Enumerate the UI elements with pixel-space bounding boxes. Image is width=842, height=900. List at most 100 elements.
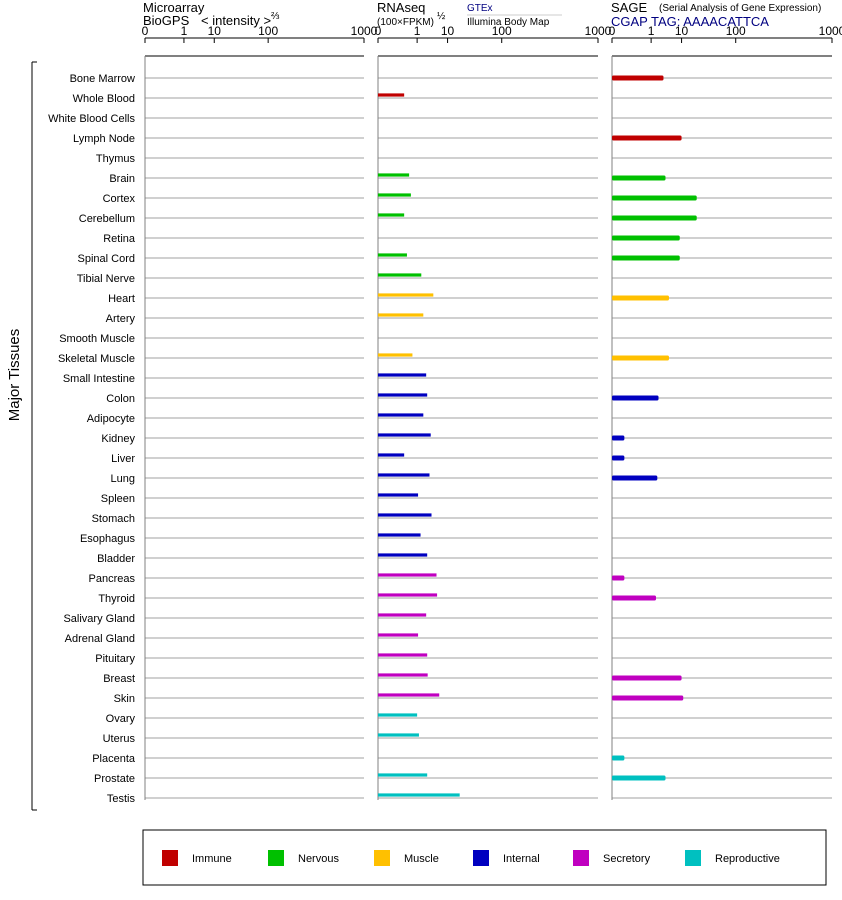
- bar-sage-pancreas: [612, 575, 625, 581]
- gtex-link[interactable]: GTEx: [467, 3, 493, 14]
- bar-rnaseq-skin: [378, 693, 440, 697]
- bar-rnaseq-adipocyte: [378, 413, 424, 417]
- bar-rnaseq-cerebellum: [378, 213, 405, 217]
- x-tick-label: 1: [648, 24, 655, 38]
- tissue-label: Spinal Cord: [78, 253, 135, 265]
- microarray-intensity-label: < intensity >: [201, 13, 271, 28]
- bar-sage-skeletal-muscle: [612, 355, 669, 361]
- tissue-label: Small Intestine: [63, 373, 135, 385]
- bar-rnaseq-stomach: [378, 513, 432, 517]
- bar-sage-retina: [612, 235, 680, 241]
- tissue-label: Liver: [111, 453, 135, 465]
- legend-label-nervous: Nervous: [298, 853, 339, 865]
- tissue-label: Spleen: [101, 493, 135, 505]
- tissue-label: Adrenal Gland: [65, 633, 135, 645]
- legend-swatch-reproductive: [685, 850, 701, 866]
- tissue-label: Kidney: [101, 433, 135, 445]
- tissue-label: Bladder: [97, 553, 135, 565]
- rnaseq-unit-label: (100×FPKM): [377, 17, 434, 28]
- tissue-label: Esophagus: [80, 533, 136, 545]
- bar-rnaseq-uterus: [378, 733, 419, 737]
- legend-label-internal: Internal: [503, 853, 540, 865]
- x-tick-label: 0: [609, 24, 616, 38]
- legend-label-secretory: Secretory: [603, 853, 651, 865]
- microarray-exponent: ⅔: [271, 11, 280, 22]
- bar-rnaseq-artery: [378, 313, 424, 317]
- tissue-label: Skin: [114, 693, 135, 705]
- tissue-label: Adipocyte: [87, 413, 135, 425]
- bar-sage-bone-marrow: [612, 75, 664, 81]
- legend-swatch-internal: [473, 850, 489, 866]
- bar-sage-colon: [612, 395, 659, 401]
- tissue-label: Breast: [103, 673, 135, 685]
- bar-sage-breast: [612, 675, 682, 681]
- x-tick-label: 1000: [585, 24, 612, 38]
- bar-sage-brain: [612, 175, 666, 181]
- bar-sage-placenta: [612, 755, 625, 761]
- bar-rnaseq-pituitary: [378, 653, 428, 657]
- bar-sage-lymph-node: [612, 135, 682, 141]
- bar-sage-lung: [612, 475, 658, 481]
- rnaseq-title: RNAseq: [377, 0, 425, 15]
- bar-rnaseq-esophagus: [378, 533, 421, 537]
- legend-swatch-nervous: [268, 850, 284, 866]
- legend-swatch-immune: [162, 850, 178, 866]
- bar-sage-skin: [612, 695, 684, 701]
- tissue-label: Cerebellum: [79, 213, 135, 225]
- x-tick-label: 10: [675, 24, 689, 38]
- legend-label-reproductive: Reproductive: [715, 853, 780, 865]
- bar-rnaseq-breast: [378, 673, 428, 677]
- bar-sage-heart: [612, 295, 669, 301]
- tissue-label: Lung: [111, 473, 135, 485]
- sage-title: SAGE: [611, 0, 647, 15]
- tissue-label: Pancreas: [89, 573, 136, 585]
- tissue-label: Colon: [106, 393, 135, 405]
- x-tick-label: 100: [726, 24, 746, 38]
- tissue-label: Ovary: [106, 713, 136, 725]
- bar-rnaseq-salivary-gland: [378, 613, 427, 617]
- body-map-label: Illumina Body Map: [467, 17, 550, 28]
- microarray-title: Microarray: [143, 0, 205, 15]
- bar-rnaseq-prostate: [378, 773, 428, 777]
- tissue-label: Pituitary: [95, 653, 135, 665]
- bar-rnaseq-tibial-nerve: [378, 273, 422, 277]
- tissue-label: Thyroid: [98, 593, 135, 605]
- tissue-label: Testis: [107, 793, 136, 805]
- panel-rnaseq: 0 1 10 100 1000: [375, 24, 612, 800]
- x-tick-label: 100: [258, 24, 278, 38]
- legend-swatch-muscle: [374, 850, 390, 866]
- tissue-label: Thymus: [96, 153, 136, 165]
- x-tick-label: 10: [441, 24, 455, 38]
- tissue-label: White Blood Cells: [48, 113, 135, 125]
- panel-microarray: 0 1 10 100 1000: [142, 24, 378, 800]
- tissue-label: Smooth Muscle: [59, 333, 135, 345]
- bar-rnaseq-small-intestine: [378, 373, 427, 377]
- bar-rnaseq-adrenal-gland: [378, 633, 419, 637]
- tissue-label: Whole Blood: [73, 93, 135, 105]
- x-tick-label: 1000: [819, 24, 842, 38]
- bar-rnaseq-brain: [378, 173, 410, 177]
- bar-rnaseq-spinal-cord: [378, 253, 407, 257]
- tissue-label: Retina: [103, 233, 136, 245]
- x-tick-label: 1000: [351, 24, 378, 38]
- tissue-label: Cortex: [103, 193, 136, 205]
- tissue-label: Brain: [109, 173, 135, 185]
- bar-rnaseq-spleen: [378, 493, 419, 497]
- x-tick-label: 1: [181, 24, 188, 38]
- bar-sage-thyroid: [612, 595, 656, 601]
- tissue-label: Lymph Node: [73, 133, 135, 145]
- bar-rnaseq-lung: [378, 473, 430, 477]
- tissue-label: Salivary Gland: [63, 613, 135, 625]
- bar-rnaseq-kidney: [378, 433, 431, 437]
- bar-sage-cerebellum: [612, 215, 697, 221]
- bar-rnaseq-whole-blood: [378, 93, 405, 97]
- tissue-label: Prostate: [94, 773, 135, 785]
- panel-sage: 0 1 10 100 1000: [609, 24, 842, 800]
- bar-sage-cortex: [612, 195, 697, 201]
- x-tick-label: 100: [492, 24, 512, 38]
- x-tick-label: 1: [414, 24, 421, 38]
- x-tick-label: 10: [208, 24, 222, 38]
- tissue-label: Heart: [108, 293, 135, 305]
- x-tick-label: 0: [142, 24, 149, 38]
